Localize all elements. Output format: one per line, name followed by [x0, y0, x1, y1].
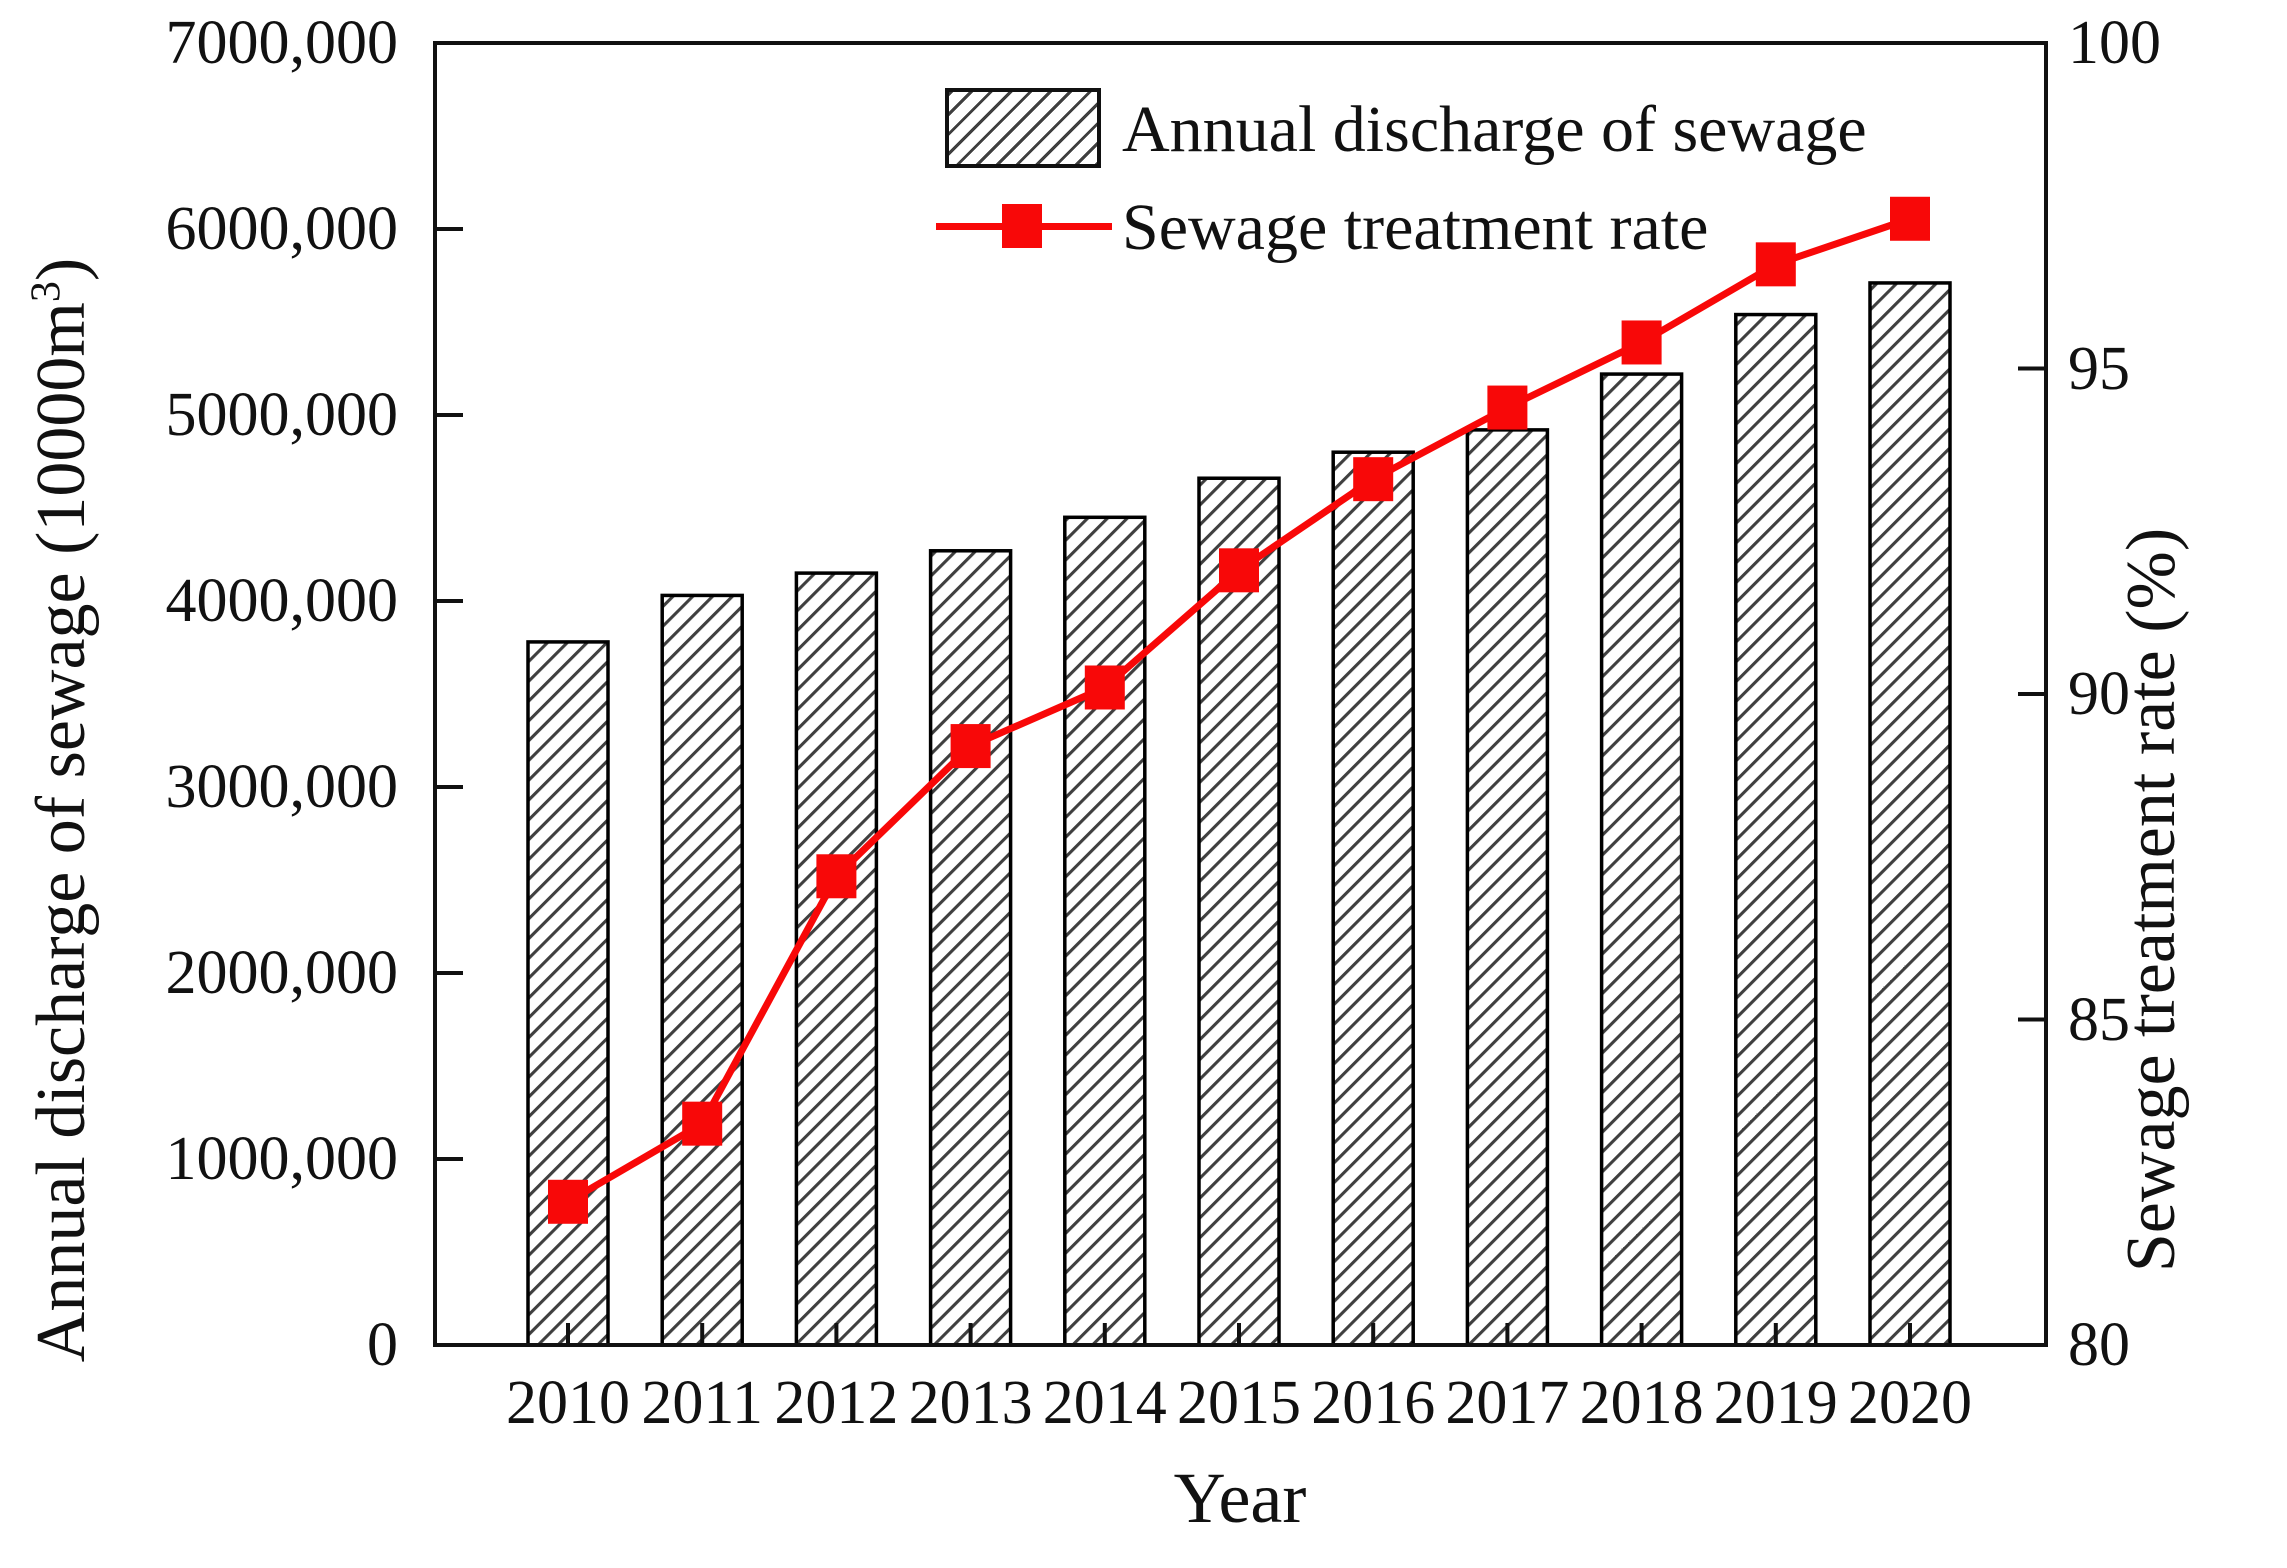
left-axis-tick-label-6000,000: 6000,000 [165, 195, 399, 263]
x-axis-tick-label-2015: 2015 [1177, 1369, 1301, 1437]
bar-2020 [1868, 281, 1952, 1347]
bar-2019 [1734, 312, 1818, 1347]
x-axis-tick-label-2012: 2012 [774, 1369, 899, 1437]
left-axis-tick-label-4000,000: 4000,000 [165, 567, 399, 635]
axes-frame [433, 41, 2048, 1347]
legend-label-treatment-rate: Sewage treatment rate [1122, 191, 1709, 264]
bar-2013 [928, 549, 1013, 1347]
left-axis-tick-label-3000,000: 3000,000 [165, 753, 399, 821]
bar-series [526, 281, 1952, 1347]
right-axis-tick-label-85: 85 [2068, 985, 2130, 1054]
marker-2011 [682, 1101, 723, 1146]
bar-2010 [526, 640, 610, 1347]
x-axis-tick-label-2018: 2018 [1579, 1369, 1704, 1437]
legend-label-discharge: Annual discharge of sewage [1122, 93, 1867, 166]
left-axis-tick-label-7000,000: 7000,000 [165, 9, 399, 77]
marker-2019 [1755, 242, 1796, 287]
bar-2015 [1197, 476, 1281, 1347]
marker-2020 [1890, 196, 1930, 241]
bar-2011 [660, 593, 744, 1347]
x-axis-tick-label-2019: 2019 [1713, 1369, 1838, 1437]
x-axis-tick-label-2010: 2010 [506, 1369, 630, 1437]
bar-2017 [1465, 428, 1550, 1347]
x-axis-tick-label-2013: 2013 [908, 1369, 1033, 1437]
x-axis-tick-label-2016: 2016 [1311, 1369, 1436, 1437]
left-axis-tick-label-2000,000: 2000,000 [165, 939, 399, 1007]
marker-2018 [1621, 320, 1662, 365]
left-axis-tick-label-0: 0 [367, 1311, 398, 1379]
marker-2015 [1219, 548, 1259, 593]
left-axis-title: Annual discharge of sewage (10000m3) [23, 258, 100, 1362]
right-axis-tick-label-100: 100 [2068, 9, 2161, 77]
bar-2014 [1063, 515, 1147, 1347]
line-series [548, 196, 1930, 1224]
right-axis-tick-label-90: 90 [2068, 660, 2130, 728]
right-axis-title: Sewage treatment rate (%) [2113, 527, 2190, 1273]
left-axis-tick-label-5000,000: 5000,000 [165, 381, 399, 449]
x-axis-tick-label-2017: 2017 [1445, 1369, 1570, 1437]
marker-2014 [1084, 665, 1125, 710]
marker-2016 [1353, 457, 1394, 502]
right-axis-tick-label-80: 80 [2068, 1311, 2130, 1379]
marker-2010 [548, 1179, 588, 1224]
left-axis-tick-label-1000,000: 1000,000 [165, 1125, 399, 1193]
bar-2016 [1331, 450, 1415, 1347]
left-axis-title-close-paren: ) [23, 257, 100, 282]
marker-2012 [816, 854, 857, 899]
x-axis-tick-label-2011: 2011 [641, 1369, 764, 1437]
legend-hatched-bar-swatch [945, 88, 1101, 168]
x-axis-tick-label-2020: 2020 [1848, 1369, 1972, 1437]
left-axis-title-text: Annual discharge of sewage (10000m [23, 302, 100, 1363]
bar-2018 [1599, 372, 1684, 1347]
left-axis-title-superscript: 3 [23, 281, 70, 303]
marker-2017 [1487, 385, 1528, 430]
legend-square-marker-icon [1002, 204, 1042, 248]
x-axis-title: Year [1173, 1458, 1307, 1538]
marker-2013 [950, 724, 991, 769]
x-axis-tick-label-2014: 2014 [1042, 1369, 1167, 1437]
right-axis-tick-label-95: 95 [2068, 334, 2130, 403]
bar-2012 [794, 571, 879, 1347]
